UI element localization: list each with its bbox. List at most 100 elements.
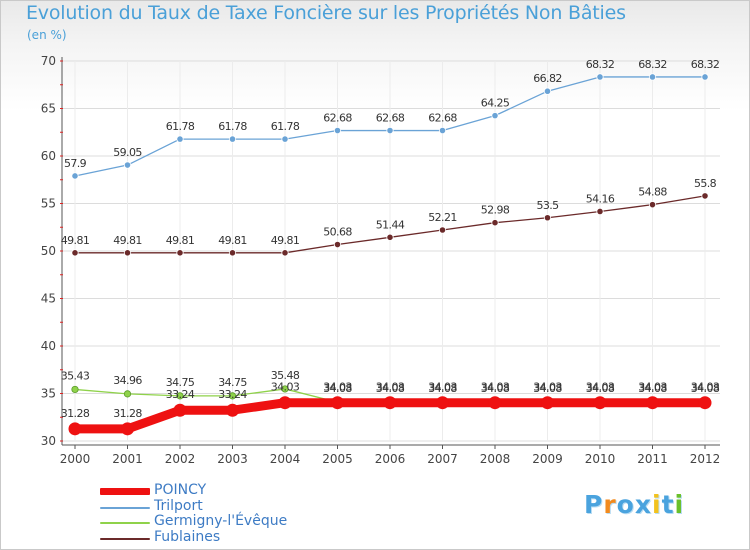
data-label: 49.81 <box>113 234 142 247</box>
x-tick-label: 2011 <box>637 452 668 466</box>
data-label: 34.03 <box>323 381 352 394</box>
data-point <box>648 73 657 81</box>
data-point <box>71 249 79 257</box>
data-label: 35.48 <box>271 369 300 382</box>
x-tick-label: 2006 <box>375 452 406 466</box>
y-tick-label: 45 <box>41 292 56 306</box>
data-point <box>176 392 184 400</box>
data-label: 33.24 <box>218 388 247 401</box>
data-point <box>228 249 237 257</box>
y-tick-label: 50 <box>41 244 56 258</box>
logo-letter: o <box>616 490 635 519</box>
data-label: 53.5 <box>536 199 559 212</box>
data-label: 52.21 <box>428 211 457 224</box>
x-tick-label: 2004 <box>270 452 301 466</box>
data-point <box>593 396 607 410</box>
data-point <box>543 87 552 95</box>
data-point <box>68 422 82 436</box>
data-point <box>71 172 79 180</box>
data-point <box>438 226 447 234</box>
data-label: 34.08 <box>481 382 510 395</box>
x-tick-label: 2005 <box>322 452 353 466</box>
logo-letter: P <box>584 490 604 519</box>
legend-swatch-trilport <box>100 506 150 509</box>
x-tick-label: 2002 <box>165 452 196 466</box>
data-point <box>541 396 554 410</box>
data-label: 57.9 <box>64 157 87 170</box>
data-point <box>701 73 709 81</box>
data-label: 34.08 <box>323 382 352 395</box>
data-label: 34.08 <box>638 382 667 395</box>
x-tick-label: 2010 <box>585 452 616 466</box>
chart-title: Evolution du Taux de Taxe Foncière sur l… <box>26 2 626 24</box>
data-label: 54.88 <box>638 186 667 199</box>
data-label: 34.03 <box>638 381 667 394</box>
legend-item-fublaines: Fublaines <box>100 528 360 547</box>
data-label: 49.81 <box>61 234 90 247</box>
data-label: 34.08 <box>586 382 615 395</box>
data-label: 62.68 <box>376 112 405 125</box>
legend-item-germigny: Germigny-l'Évêque <box>100 513 360 531</box>
data-label: 34.75 <box>218 376 247 389</box>
data-point <box>386 233 394 241</box>
data-label: 34.03 <box>428 381 457 394</box>
data-label: 68.32 <box>586 58 615 71</box>
data-point <box>436 396 449 410</box>
data-label: 64.25 <box>481 97 510 110</box>
data-label: 68.32 <box>638 58 667 71</box>
data-point <box>228 392 237 400</box>
data-point <box>596 207 604 216</box>
data-label: 54.16 <box>586 192 615 205</box>
data-point <box>173 403 187 417</box>
data-point <box>383 396 397 410</box>
data-label: 52.98 <box>481 204 510 217</box>
y-tick-label: 65 <box>41 102 56 116</box>
data-label: 62.68 <box>428 112 457 125</box>
data-point <box>331 396 344 410</box>
legend-label-trilport: Trilport <box>154 497 203 514</box>
y-tick-label: 40 <box>41 339 56 353</box>
data-label: 34.96 <box>113 374 142 387</box>
data-label: 51.44 <box>376 218 405 231</box>
data-label: 61.78 <box>166 120 195 133</box>
data-label: 50.68 <box>323 226 352 239</box>
data-label: 61.78 <box>271 120 300 133</box>
y-tick-label: 35 <box>41 387 56 401</box>
data-label: 68.32 <box>691 58 720 71</box>
data-point <box>488 396 502 410</box>
data-label: 31.28 <box>113 407 142 420</box>
data-point <box>176 249 184 257</box>
x-tick-label: 2000 <box>60 452 91 466</box>
logo-letter: x <box>634 490 652 519</box>
data-label: 55.8 <box>694 177 717 190</box>
legend-label-fublaines: Fublaines <box>154 528 221 545</box>
logo-letter: r <box>603 490 617 519</box>
data-point <box>701 192 709 200</box>
data-label: 34.03 <box>481 381 510 394</box>
legend-item-trilport: Trilport <box>100 497 360 516</box>
data-point <box>123 161 132 169</box>
data-point <box>333 240 342 249</box>
legend-item-poincy: POINCY <box>100 482 360 500</box>
data-point <box>121 422 134 436</box>
data-label: 61.78 <box>218 120 247 133</box>
data-label: 34.03 <box>586 381 615 394</box>
data-point <box>648 201 657 209</box>
data-label: 49.81 <box>271 234 300 247</box>
data-label: 49.81 <box>166 234 195 247</box>
legend-label-poincy: POINCY <box>154 482 207 498</box>
data-point <box>543 214 552 222</box>
data-point <box>71 385 79 394</box>
data-point <box>438 126 447 135</box>
logo-letter: i <box>652 490 662 519</box>
data-point <box>281 249 289 257</box>
data-label: 49.81 <box>218 234 247 247</box>
x-tick-label: 2007 <box>427 452 458 466</box>
chart-unit: (en %) <box>27 28 67 42</box>
data-label: 34.03 <box>271 381 300 394</box>
legend-swatch-fublaines <box>100 537 150 540</box>
data-point <box>281 385 289 393</box>
data-point <box>333 126 342 135</box>
logo-letter: i <box>674 490 685 519</box>
data-label: 34.08 <box>533 382 562 395</box>
